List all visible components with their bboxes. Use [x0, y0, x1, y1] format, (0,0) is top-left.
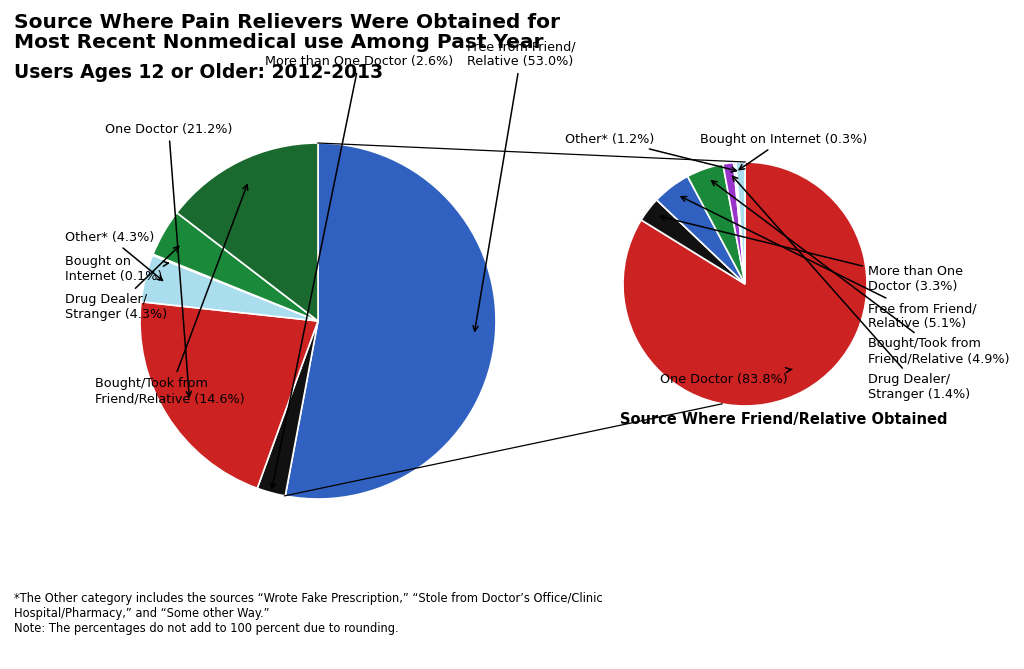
- Text: *The Other category includes the sources “Wrote Fake Prescription,” “Stole from : *The Other category includes the sources…: [14, 592, 603, 605]
- Wedge shape: [286, 143, 496, 499]
- Text: Other* (1.2%): Other* (1.2%): [565, 132, 736, 172]
- Wedge shape: [141, 256, 318, 321]
- Text: Bought/Took from
Friend/Relative (14.6%): Bought/Took from Friend/Relative (14.6%): [95, 185, 248, 405]
- Text: Bought/Took from
Friend/Relative (4.9%): Bought/Took from Friend/Relative (4.9%): [712, 181, 1010, 365]
- Text: More than One Doctor (2.6%): More than One Doctor (2.6%): [265, 55, 454, 488]
- Text: Other* (4.3%): Other* (4.3%): [65, 231, 163, 280]
- Text: Source Where Friend/Relative Obtained: Source Where Friend/Relative Obtained: [620, 412, 947, 427]
- Wedge shape: [733, 163, 745, 284]
- Wedge shape: [656, 177, 745, 284]
- Wedge shape: [723, 163, 745, 284]
- Wedge shape: [641, 200, 745, 284]
- Text: Drug Dealer/
Stranger (1.4%): Drug Dealer/ Stranger (1.4%): [732, 176, 970, 401]
- Text: Free from Friend/
Relative (5.1%): Free from Friend/ Relative (5.1%): [681, 197, 977, 330]
- Text: Users Ages 12 or Older: 2012-2013: Users Ages 12 or Older: 2012-2013: [14, 63, 383, 82]
- Text: One Doctor (83.8%): One Doctor (83.8%): [660, 368, 792, 385]
- Wedge shape: [177, 143, 318, 321]
- Wedge shape: [140, 302, 318, 488]
- Text: Note: The percentages do not add to 100 percent due to rounding.: Note: The percentages do not add to 100 …: [14, 622, 398, 635]
- Text: Most Recent Nonmedical use Among Past Year: Most Recent Nonmedical use Among Past Ye…: [14, 33, 544, 52]
- Text: Hospital/Pharmacy,” and “Some other Way.”: Hospital/Pharmacy,” and “Some other Way.…: [14, 607, 269, 620]
- Text: Drug Dealer/
Stranger (4.3%): Drug Dealer/ Stranger (4.3%): [65, 246, 179, 321]
- Wedge shape: [687, 164, 745, 284]
- Text: One Doctor (21.2%): One Doctor (21.2%): [105, 122, 232, 397]
- Text: Bought on
Internet (0.1%): Bought on Internet (0.1%): [65, 255, 168, 283]
- Text: Bought on Internet (0.3%): Bought on Internet (0.3%): [700, 132, 867, 170]
- Wedge shape: [623, 162, 867, 406]
- Text: Source Where Pain Relievers Were Obtained for: Source Where Pain Relievers Were Obtaine…: [14, 13, 560, 32]
- Wedge shape: [153, 213, 318, 321]
- Wedge shape: [257, 321, 318, 496]
- Text: More than One
Doctor (3.3%): More than One Doctor (3.3%): [660, 215, 963, 293]
- Wedge shape: [153, 254, 318, 321]
- Text: Free from Friend/
Relative (53.0%): Free from Friend/ Relative (53.0%): [467, 40, 575, 331]
- Wedge shape: [736, 162, 745, 284]
